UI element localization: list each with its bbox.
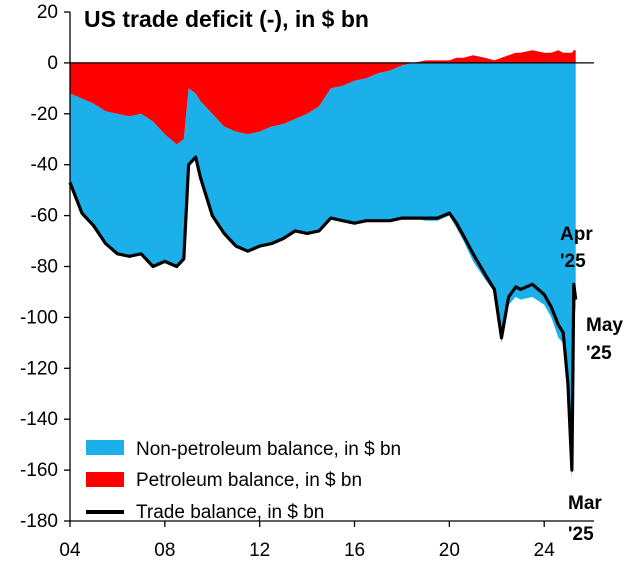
non-petroleum-area xyxy=(70,62,576,481)
legend: Non-petroleum balance, in $ bn Petroleum… xyxy=(86,439,401,523)
x-tick-label: 04 xyxy=(59,540,81,561)
annotation-may-25-line1: May xyxy=(586,315,623,336)
y-tick-label: -100 xyxy=(20,307,58,328)
y-tick-label: -160 xyxy=(20,460,58,481)
annotation-apr-25-line2: '25 xyxy=(560,251,586,272)
y-tick-label: -140 xyxy=(20,409,58,430)
trade-balance-line xyxy=(68,155,578,472)
y-tick-label: -20 xyxy=(31,104,58,125)
chart-title: US trade deficit (-), in $ bn xyxy=(84,6,369,32)
x-tick-label: 16 xyxy=(344,540,365,561)
legend-label-trade-balance: Trade balance, in $ bn xyxy=(136,502,324,523)
annotation-apr-25-line1: Apr xyxy=(560,224,593,245)
plot-area xyxy=(68,50,578,481)
annotation-mar-25-line2: '25 xyxy=(568,524,594,545)
legend-label-non-petroleum: Non-petroleum balance, in $ bn xyxy=(136,439,401,460)
x-tick-label: 12 xyxy=(249,540,270,561)
x-axis-ticks: 04 08 12 16 20 24 xyxy=(59,521,555,561)
y-tick-label: -60 xyxy=(31,206,58,227)
legend-swatch-non-petroleum xyxy=(86,440,124,455)
y-tick-label: 0 xyxy=(47,53,58,74)
annotations: Apr '25 May '25 Mar '25 xyxy=(560,224,623,545)
y-tick-label: -120 xyxy=(20,358,58,379)
x-tick-label: 24 xyxy=(534,540,556,561)
annotation-mar-25-line1: Mar xyxy=(568,493,602,514)
y-tick-label: 20 xyxy=(37,2,58,23)
x-tick-label: 08 xyxy=(154,540,175,561)
legend-swatch-petroleum xyxy=(86,472,124,487)
y-axis-ticks: 20 0 -20 -40 -60 -80 -100 -120 -140 -160 -180 xyxy=(20,2,70,532)
petroleum-area xyxy=(70,50,576,145)
y-tick-label: -80 xyxy=(31,257,58,278)
x-tick-label: 20 xyxy=(439,540,460,561)
legend-label-petroleum: Petroleum balance, in $ bn xyxy=(136,470,362,491)
annotation-may-25-line2: '25 xyxy=(586,343,612,364)
y-tick-label: -180 xyxy=(20,511,58,532)
y-tick-label: -40 xyxy=(31,155,58,176)
